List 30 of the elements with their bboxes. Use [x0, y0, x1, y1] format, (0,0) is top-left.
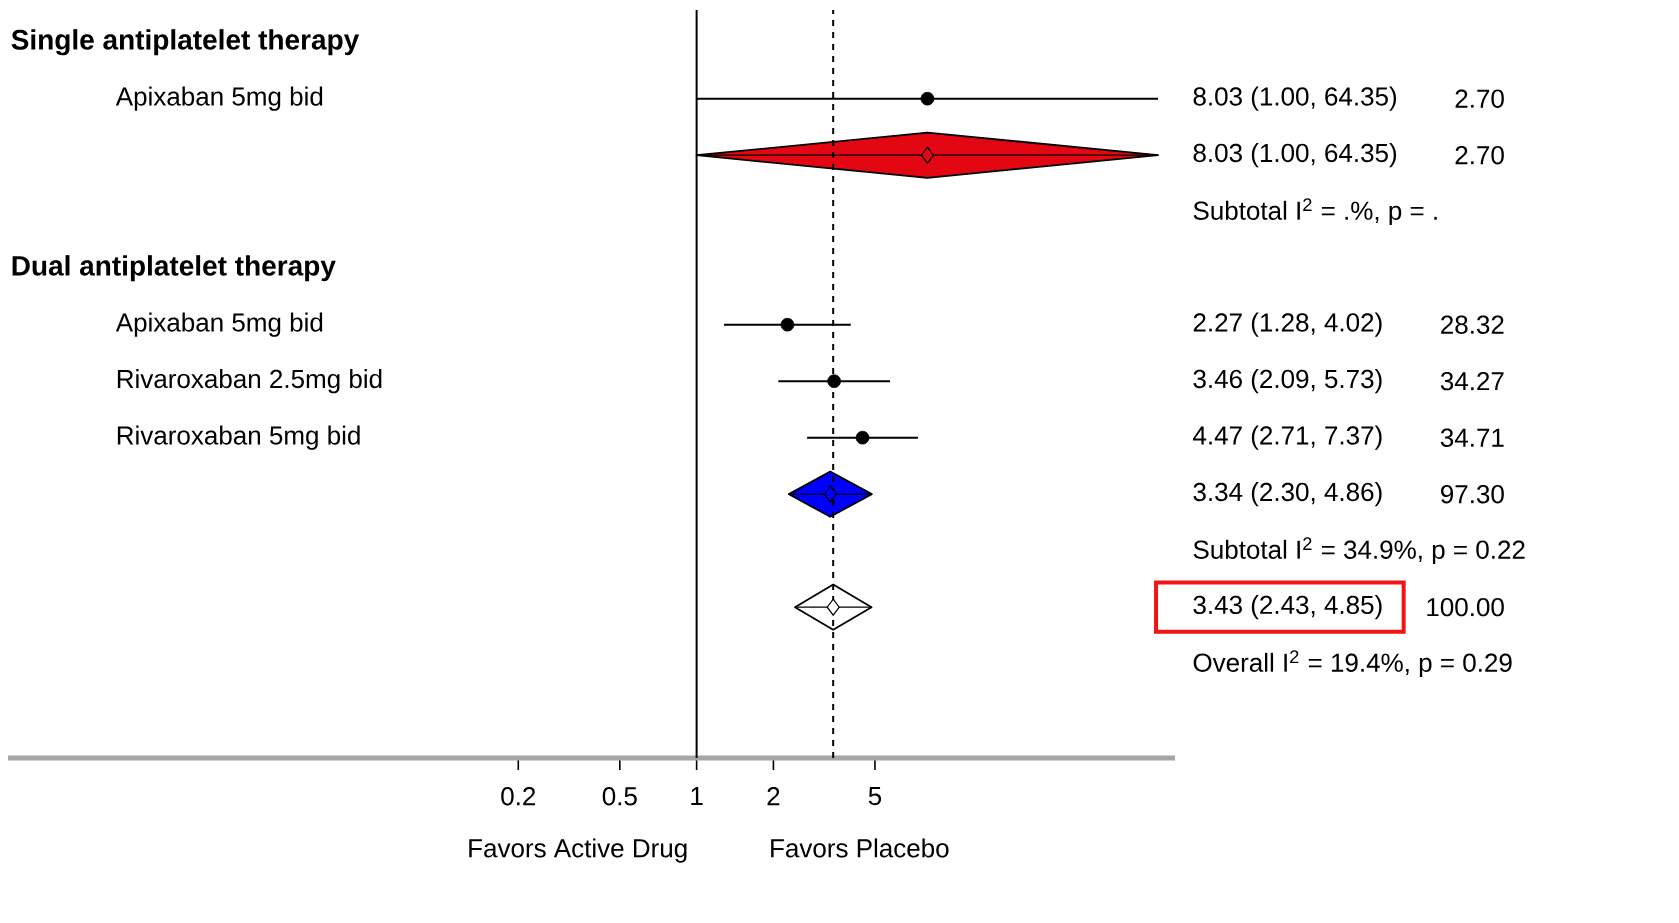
y-tick-label: Single antiplatelet therapy	[11, 29, 360, 56]
text: 28.32	[1441, 315, 1504, 334]
text: 34.27	[1440, 371, 1504, 391]
x-tick-label: 0.2	[501, 787, 536, 806]
text: 34.71	[1440, 428, 1504, 447]
text: 2.70	[1455, 89, 1504, 108]
y2-tick-label: 2.27 (1.28, 4.02)	[1193, 312, 1382, 337]
y2-tick-label: 8.03 (1.00, 64.35)	[1193, 143, 1397, 168]
y2-tick-label: 3.34 (2.30, 4.86)	[1193, 482, 1382, 507]
y-tick-label: Apixaban 5mg bid	[115, 312, 323, 337]
y2-tick-label: Subtotal I$^{2}$ = 34.9%, p = 0.22	[1193, 537, 1525, 565]
text: 97.30	[1441, 484, 1504, 504]
y-tick-label: Dual antiplatelet therapy	[12, 255, 336, 282]
y-tick-label: Apixaban 5mg bid	[115, 86, 323, 111]
x-tick-label: 1	[691, 787, 703, 805]
y-tick-label: Rivaroxaban 2.5mg bid	[117, 369, 382, 394]
x-tick-label: 2	[767, 787, 780, 806]
y2-tick-label: 4.47 (2.71, 7.37)	[1193, 425, 1382, 450]
y-tick-label: Rivaroxaban 5mg bid	[117, 425, 360, 450]
y2-tick-label: 8.03 (1.00, 64.35)	[1193, 86, 1397, 111]
y2-tick-label: 3.46 (2.09, 5.73)	[1193, 369, 1382, 394]
y2-tick-label: Overall I$^{2}$ = 19.4%, p = 0.29	[1193, 650, 1512, 678]
y2-tick-label: 3.43 (2.43, 4.85)	[1193, 595, 1382, 620]
text: Favors Active Drug	[469, 838, 687, 863]
y2-tick-label: Subtotal I$^{2}$ = .%, p = .	[1193, 198, 1437, 226]
x-tick-label: 5	[868, 787, 882, 806]
text: Favors Placebo	[771, 838, 949, 858]
text: 2.70	[1455, 145, 1504, 165]
x-tick-label: 0.5	[602, 787, 637, 806]
text: 100.00	[1427, 597, 1504, 617]
